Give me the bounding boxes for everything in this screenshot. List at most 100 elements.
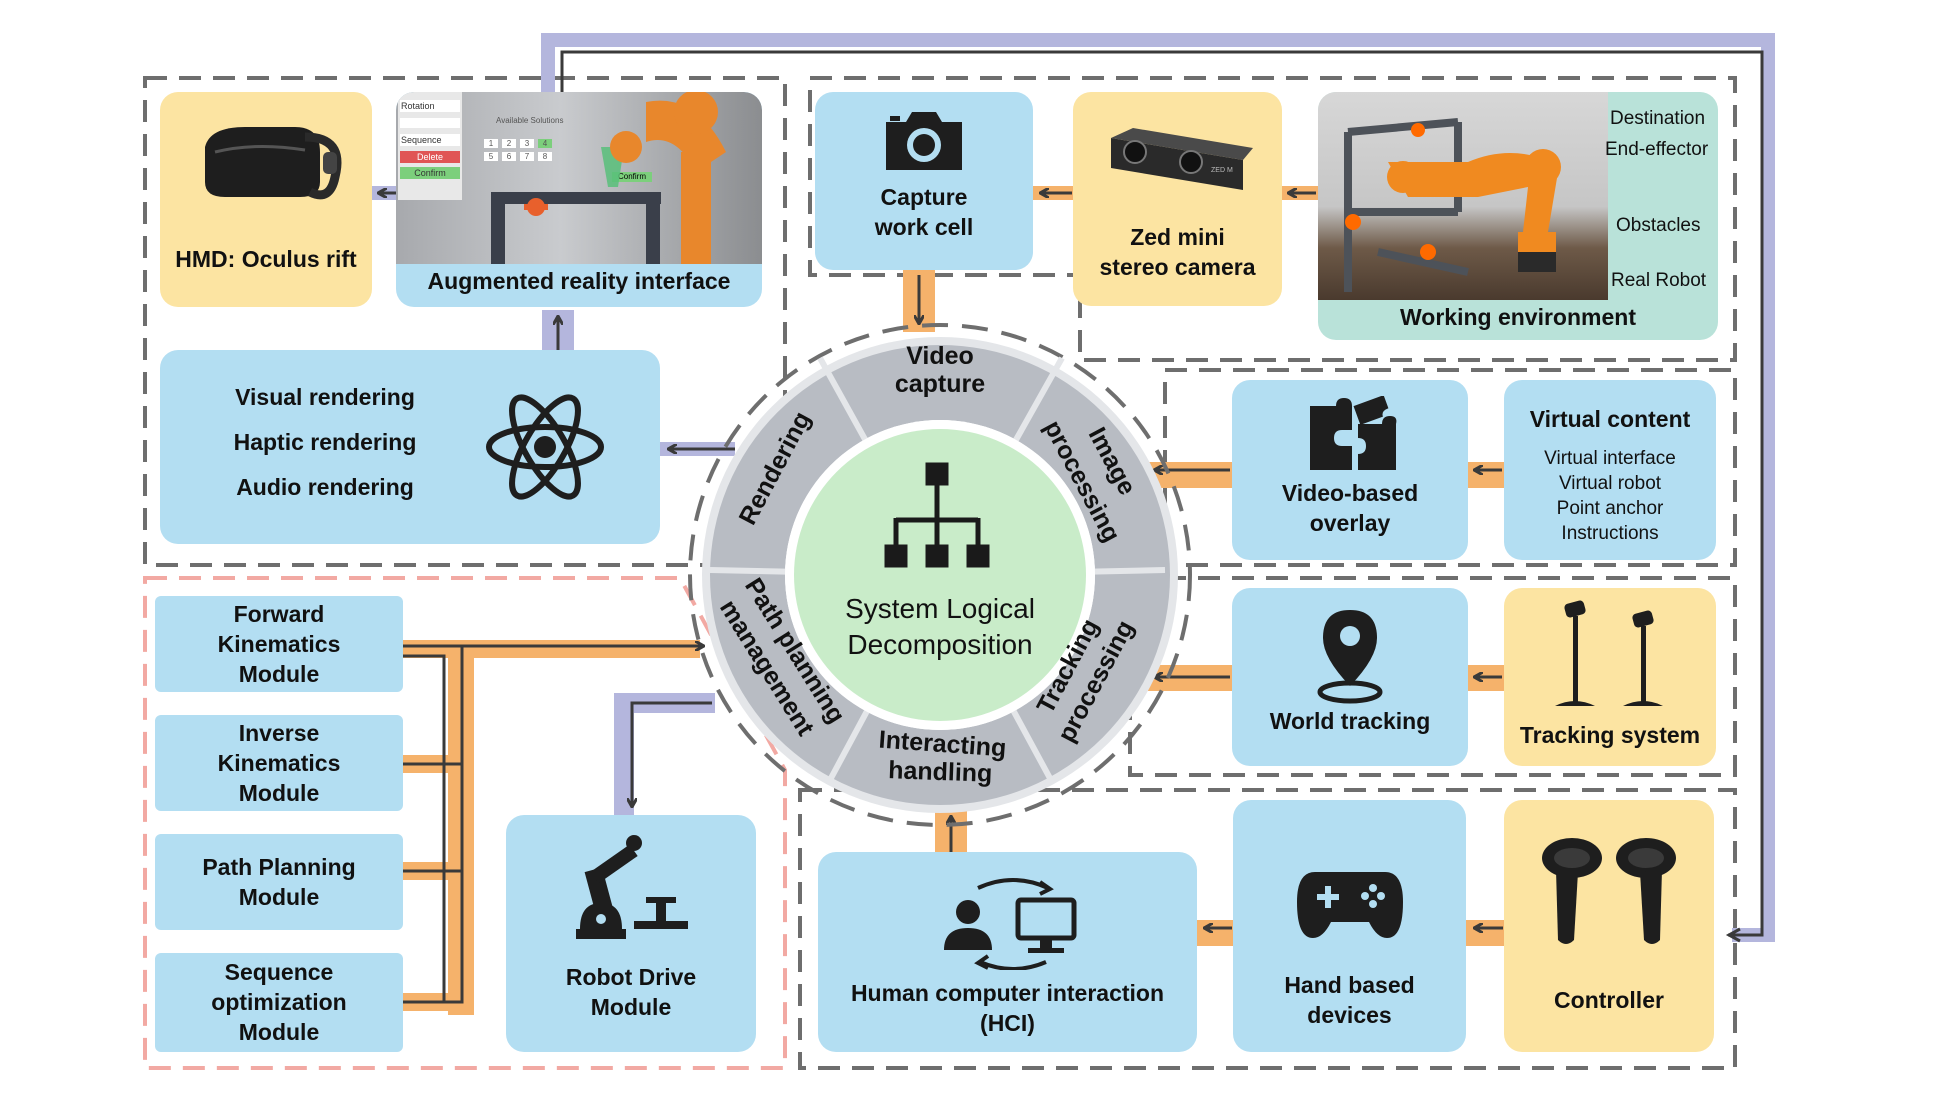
ar-number-button[interactable]: 2: [502, 139, 516, 148]
inverse-kinematics-line: Inverse: [238, 720, 320, 746]
virtual-content-box: Virtual content Virtual interface Virtua…: [1504, 380, 1716, 560]
inverse-kinematics-line: Module: [238, 780, 320, 806]
ring-label-interacting-handling-2: handling: [888, 756, 993, 788]
sequence-optimization-line: Sequence: [224, 959, 334, 985]
hci-label: Human computer interaction (HCI): [818, 978, 1197, 1038]
hci-box: Human computer interaction (HCI): [818, 852, 1197, 1052]
virtual-content-item: Instructions: [1561, 523, 1659, 544]
ar-number-button[interactable]: 1: [484, 139, 498, 148]
sequence-optimization-line: Module: [238, 1019, 320, 1045]
virtual-content-item: Virtual robot: [1558, 473, 1662, 494]
atom-icon: [486, 394, 604, 500]
inverse-kinematics-label: Inverse Kinematics Module: [155, 718, 403, 808]
haptic-rendering-label: Haptic rendering: [233, 429, 417, 455]
tracking-system-box: Tracking system: [1504, 588, 1716, 766]
virtual-content-item: Point anchor: [1556, 498, 1664, 519]
annotation-end-effector: End-effector: [1605, 139, 1709, 160]
location-pin-icon: [1317, 610, 1383, 704]
purple-feedback-connector: [541, 33, 1775, 943]
ar-menu-spacer: [400, 118, 460, 128]
annotation-destination: Destination: [1610, 108, 1706, 129]
hmd-box: HMD: Oculus rift: [160, 92, 372, 307]
sequence-optimization-box: Sequence optimization Module: [155, 953, 403, 1052]
capture-box: Capture work cell: [815, 92, 1033, 270]
ar-interface-box: Rotation Sequence Delete Confirm Availab…: [396, 92, 762, 307]
working-environment-photo: [1318, 92, 1608, 300]
forward-kinematics-box: Forward Kinematics Module: [155, 596, 403, 692]
central-ring: [688, 323, 1192, 827]
annotation-obstacles: Obstacles: [1616, 215, 1701, 236]
path-planning-module-label: Path Planning Module: [155, 852, 403, 912]
video-overlay-box: Video-based overlay: [1232, 380, 1468, 560]
region-capture-outline: [808, 76, 1737, 362]
hierarchy-icon: [884, 462, 990, 568]
inverse-kinematics-box: Inverse Kinematics Module: [155, 715, 403, 811]
zed-label-line: stereo camera: [1099, 254, 1256, 280]
virtual-content-item: Virtual interface: [1544, 448, 1676, 469]
ar-solutions-panel: Available Solutions 1 2 3 4 5 6 7 8: [468, 102, 568, 177]
forward-kinematics-line: Module: [238, 661, 320, 687]
world-tracking-label: World tracking: [1269, 708, 1431, 734]
hand-devices-box: Hand based devices: [1233, 800, 1466, 1052]
virtual-content-title: Virtual content: [1529, 406, 1691, 432]
working-environment-box: Destination End-effector Obstacles Real …: [1318, 92, 1718, 340]
ar-number-button[interactable]: 8: [538, 152, 552, 161]
ar-number-button[interactable]: 3: [520, 139, 534, 148]
zed-label: Zed mini stereo camera: [1073, 222, 1282, 282]
robot-drive-label-line: Robot Drive: [565, 964, 697, 990]
ar-number-button[interactable]: 7: [520, 152, 534, 161]
region-interaction-outline: [798, 788, 1737, 1070]
ring-label-video-capture-2: capture: [895, 370, 985, 398]
ar-delete-button[interactable]: Delete: [400, 151, 460, 163]
video-overlay-label-line: overlay: [1309, 510, 1391, 536]
forward-kinematics-line: Forward: [233, 601, 325, 627]
ar-number-button[interactable]: 4: [538, 139, 552, 148]
ar-interface-photo: Rotation Sequence Delete Confirm Availab…: [396, 92, 762, 264]
sequence-optimization-line: optimization: [211, 989, 347, 1015]
path-planning-module-box: Path Planning Module: [155, 834, 403, 930]
controller-box: Controller: [1504, 800, 1714, 1052]
rendering-box: Visual rendering Haptic rendering Audio …: [160, 350, 660, 544]
zed-label-line: Zed mini: [1130, 224, 1225, 250]
hand-devices-label: Hand based devices: [1233, 970, 1466, 1030]
robot-drive-label: Robot Drive Module: [506, 962, 756, 1022]
ar-scene-illustration: [491, 92, 726, 264]
ring-label-video-capture: Video: [906, 342, 974, 370]
hci-label-line: (HCI): [980, 1010, 1035, 1036]
ar-number-grid: 1 2 3 4 5 6 7 8: [484, 139, 568, 161]
tracking-system-label: Tracking system: [1519, 722, 1701, 748]
capture-label-line: work cell: [874, 214, 974, 240]
ar-menu-panel: Rotation Sequence Delete Confirm: [398, 92, 462, 200]
hand-devices-label-line: devices: [1307, 1002, 1392, 1028]
hand-devices-label-line: Hand based: [1284, 972, 1415, 998]
video-overlay-label-line: Video-based: [1281, 480, 1419, 506]
camera-icon: [886, 112, 962, 170]
robot-drive-label-line: Module: [590, 994, 672, 1020]
stereo-camera-icon: ZED M: [1111, 128, 1253, 190]
world-tracking-box: World tracking: [1232, 588, 1468, 766]
ar-confirm-button[interactable]: Confirm: [400, 167, 460, 179]
working-environment-label: Working environment: [1400, 304, 1636, 330]
sequence-optimization-label: Sequence optimization Module: [155, 957, 403, 1047]
tracker-icon: [1555, 600, 1663, 706]
region-planning-outline: [143, 576, 787, 1070]
ar-menu-item[interactable]: Sequence: [400, 134, 460, 146]
hci-label-line: Human computer interaction: [850, 980, 1165, 1006]
ar-number-button[interactable]: 5: [484, 152, 498, 161]
ar-menu-item[interactable]: Rotation: [400, 100, 460, 112]
path-planning-module-line: Path Planning: [202, 854, 356, 880]
working-environment-scene: [1344, 118, 1561, 292]
ar-interface-label: Augmented reality interface: [427, 268, 731, 294]
vr-headset-icon: [205, 127, 342, 200]
ar-number-button[interactable]: 6: [502, 152, 516, 161]
flow-connectors: [372, 186, 1504, 1015]
motion-controller-icon: [1542, 838, 1676, 944]
controller-label: Controller: [1554, 987, 1664, 1013]
audio-rendering-label: Audio rendering: [236, 474, 414, 500]
ar-confirm-button-2[interactable]: Confirm: [612, 172, 652, 182]
inverse-kinematics-line: Kinematics: [217, 750, 341, 776]
forward-kinematics-line: Kinematics: [217, 631, 341, 657]
forward-kinematics-label: Forward Kinematics Module: [155, 599, 403, 689]
puzzle-icon: [1310, 396, 1397, 470]
robot-arm-icon: [576, 835, 688, 939]
